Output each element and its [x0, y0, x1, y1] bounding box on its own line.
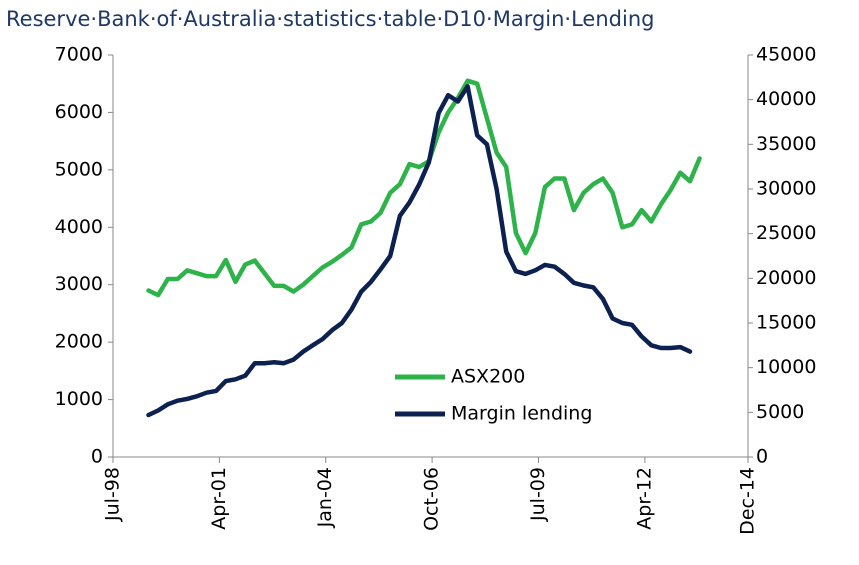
x-tick-label: Jul-98 — [102, 467, 124, 522]
y2-tick-label: 30000 — [756, 178, 816, 200]
x-tick-label: Apr-12 — [633, 467, 655, 530]
legend-label: Margin lending — [451, 403, 592, 425]
y-tick-label: 0 — [91, 446, 103, 468]
y-tick-label: 1000 — [55, 388, 103, 410]
y2-tick-label: 40000 — [756, 88, 816, 110]
y-tick-label: 4000 — [55, 216, 103, 238]
y2-tick-label: 0 — [756, 446, 768, 468]
x-tick-label: Jul-09 — [527, 467, 549, 522]
y-tick-label: 3000 — [55, 273, 103, 295]
x-tick-label: Dec-14 — [737, 467, 759, 535]
x-tick-label: Jan-04 — [314, 467, 336, 528]
y-tick-label: 7000 — [55, 44, 103, 66]
y-tick-label: 2000 — [55, 331, 103, 353]
y2-tick-label: 45000 — [756, 44, 816, 66]
series-line — [146, 84, 693, 418]
y2-tick-label: 25000 — [756, 222, 816, 244]
y2-tick-label: 20000 — [756, 267, 816, 289]
x-tick-label: Oct-06 — [421, 467, 443, 531]
x-tick-label: Apr-01 — [208, 467, 230, 530]
y-tick-label: 6000 — [55, 101, 103, 123]
y2-tick-label: 35000 — [756, 133, 816, 155]
y2-tick-label: 10000 — [756, 356, 816, 378]
chart-title: Reserve·Bank·of·Australia·statistics·tab… — [6, 7, 654, 31]
y2-tick-label: 15000 — [756, 312, 816, 334]
y2-tick-label: 5000 — [756, 401, 804, 423]
y-tick-label: 5000 — [55, 158, 103, 180]
series-line — [146, 78, 702, 298]
legend-label: ASX200 — [451, 366, 525, 388]
